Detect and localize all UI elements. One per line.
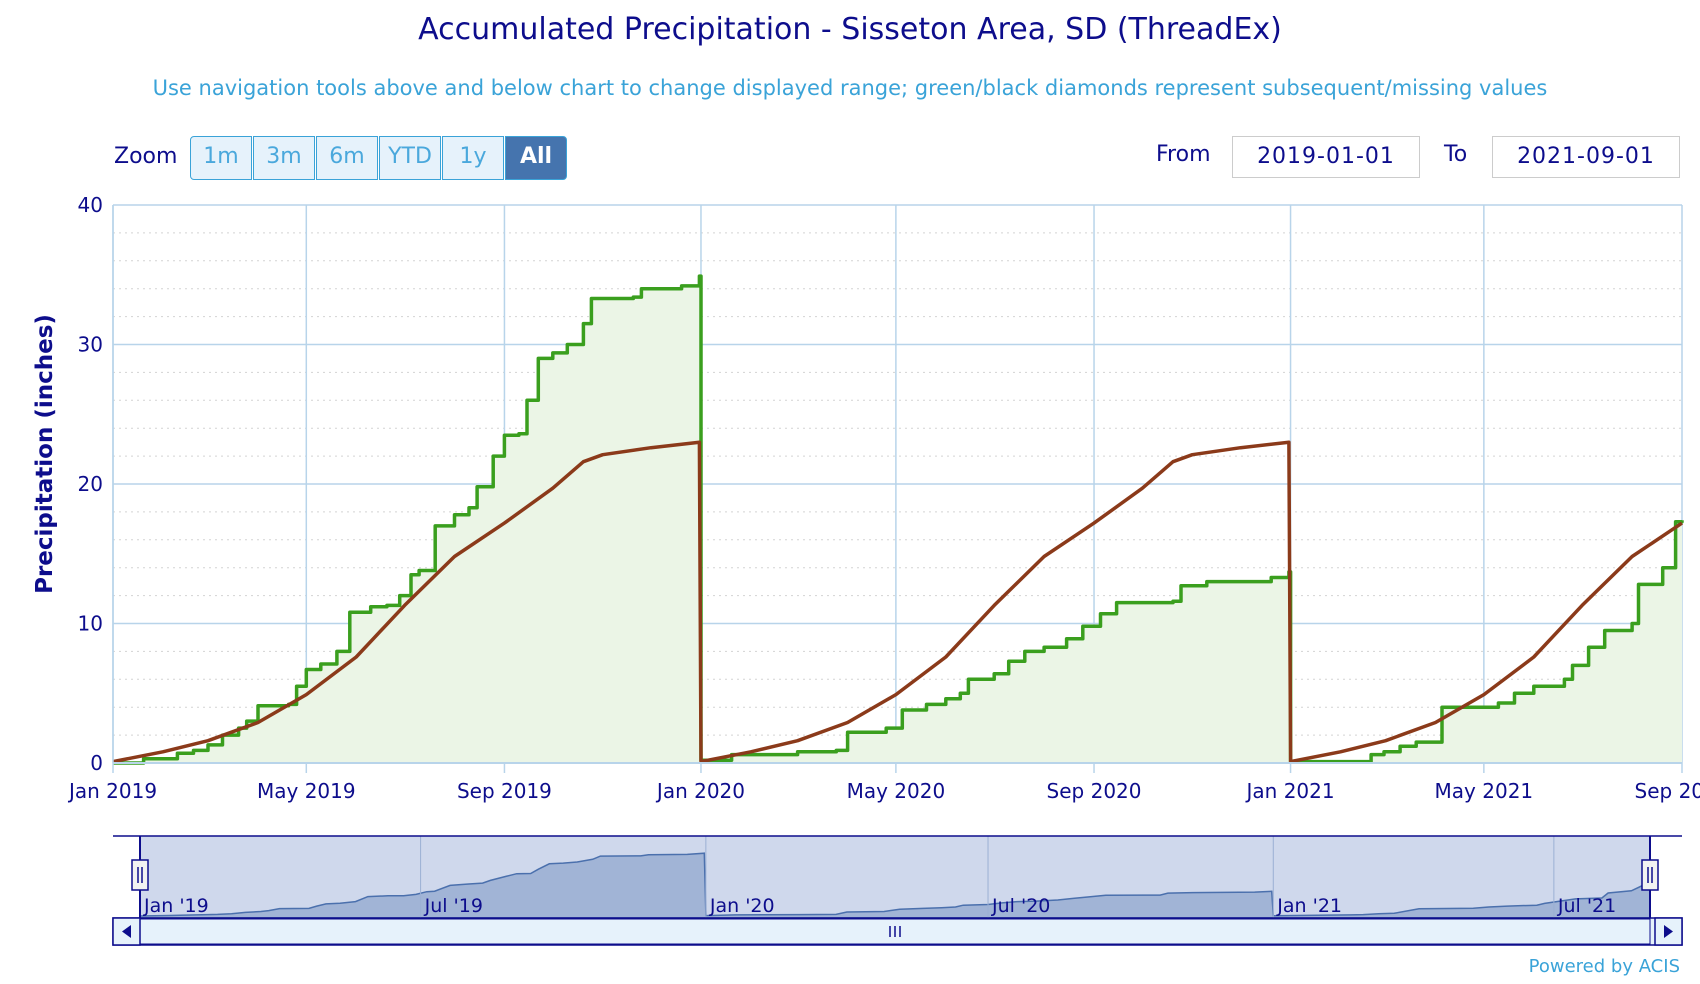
x-tick-label: May 2021 <box>1435 779 1534 803</box>
powered-by-credit[interactable]: Powered by ACIS <box>1528 956 1680 977</box>
x-tick-label: Sep 2019 <box>457 779 552 803</box>
navigator-label: Jul '19 <box>424 895 483 917</box>
arrow-left-icon <box>122 925 131 938</box>
y-tick-label: 20 <box>78 472 103 496</box>
axes: 0 10 20 30 40 Jan 2019 May 2019 Sep 2019 Jan 202… <box>67 193 1700 803</box>
zoom-1m-button[interactable]: 1m <box>190 136 252 180</box>
y-tick-label: 10 <box>78 612 103 636</box>
observed-series-line <box>113 274 1684 765</box>
zoom-ytd-button[interactable]: YTD <box>379 136 441 180</box>
from-label: From <box>1156 142 1211 167</box>
plot-series <box>112 274 1684 765</box>
navigator-label: Jul '20 <box>991 895 1050 917</box>
normal-series-line <box>112 440 1683 764</box>
navigator-series <box>139 852 1651 919</box>
zoom-3m-button[interactable]: 3m <box>253 136 315 180</box>
x-tick-label: Jan 2020 <box>655 779 745 803</box>
y-axis-label: Precipitation (inches) <box>32 314 58 594</box>
from-date-input[interactable]: 2019-01-01 <box>1232 136 1420 178</box>
navigator-label: Jan '19 <box>143 895 209 917</box>
zoom-6m-button[interactable]: 6m <box>316 136 378 180</box>
zoom-all-button[interactable]: All <box>505 136 567 180</box>
zoom-label: Zoom <box>114 144 178 169</box>
arrow-right-icon <box>1664 925 1673 938</box>
y-tick-label: 30 <box>78 333 103 357</box>
x-tick-label: Jan 2021 <box>1245 779 1335 803</box>
navigator-label: Jan '20 <box>709 895 775 917</box>
chart-subtitle: Use navigation tools above and below cha… <box>152 76 1548 100</box>
x-tick-label: May 2020 <box>847 779 946 803</box>
to-date-input[interactable]: 2021-09-01 <box>1492 136 1680 178</box>
x-tick-label: Sep 2021 <box>1635 779 1700 803</box>
to-label: To <box>1444 142 1468 167</box>
x-tick-label: Jan 2019 <box>67 779 157 803</box>
y-tick-label: 40 <box>78 193 103 217</box>
observed-area-fill <box>113 276 1682 763</box>
x-tick-label: Sep 2020 <box>1047 779 1142 803</box>
zoom-button-group: 1m 3m 6m YTD 1y All <box>190 136 568 180</box>
navigator-handle[interactable] <box>131 859 149 891</box>
x-tick-label: May 2019 <box>257 779 356 803</box>
navigator[interactable]: Jan '19 Jul '19 Jan '20 Jul '20 Jan '21 Jul '… <box>112 835 1683 946</box>
navigator-handle[interactable] <box>1641 859 1659 891</box>
zoom-1y-button[interactable]: 1y <box>442 136 504 180</box>
chart-title: Accumulated Precipitation - Sisseton Are… <box>418 12 1282 47</box>
navigator-label: Jan '21 <box>1276 895 1342 917</box>
y-tick-label: 0 <box>90 751 103 775</box>
navigator-label: Jul '21 <box>1557 895 1616 917</box>
